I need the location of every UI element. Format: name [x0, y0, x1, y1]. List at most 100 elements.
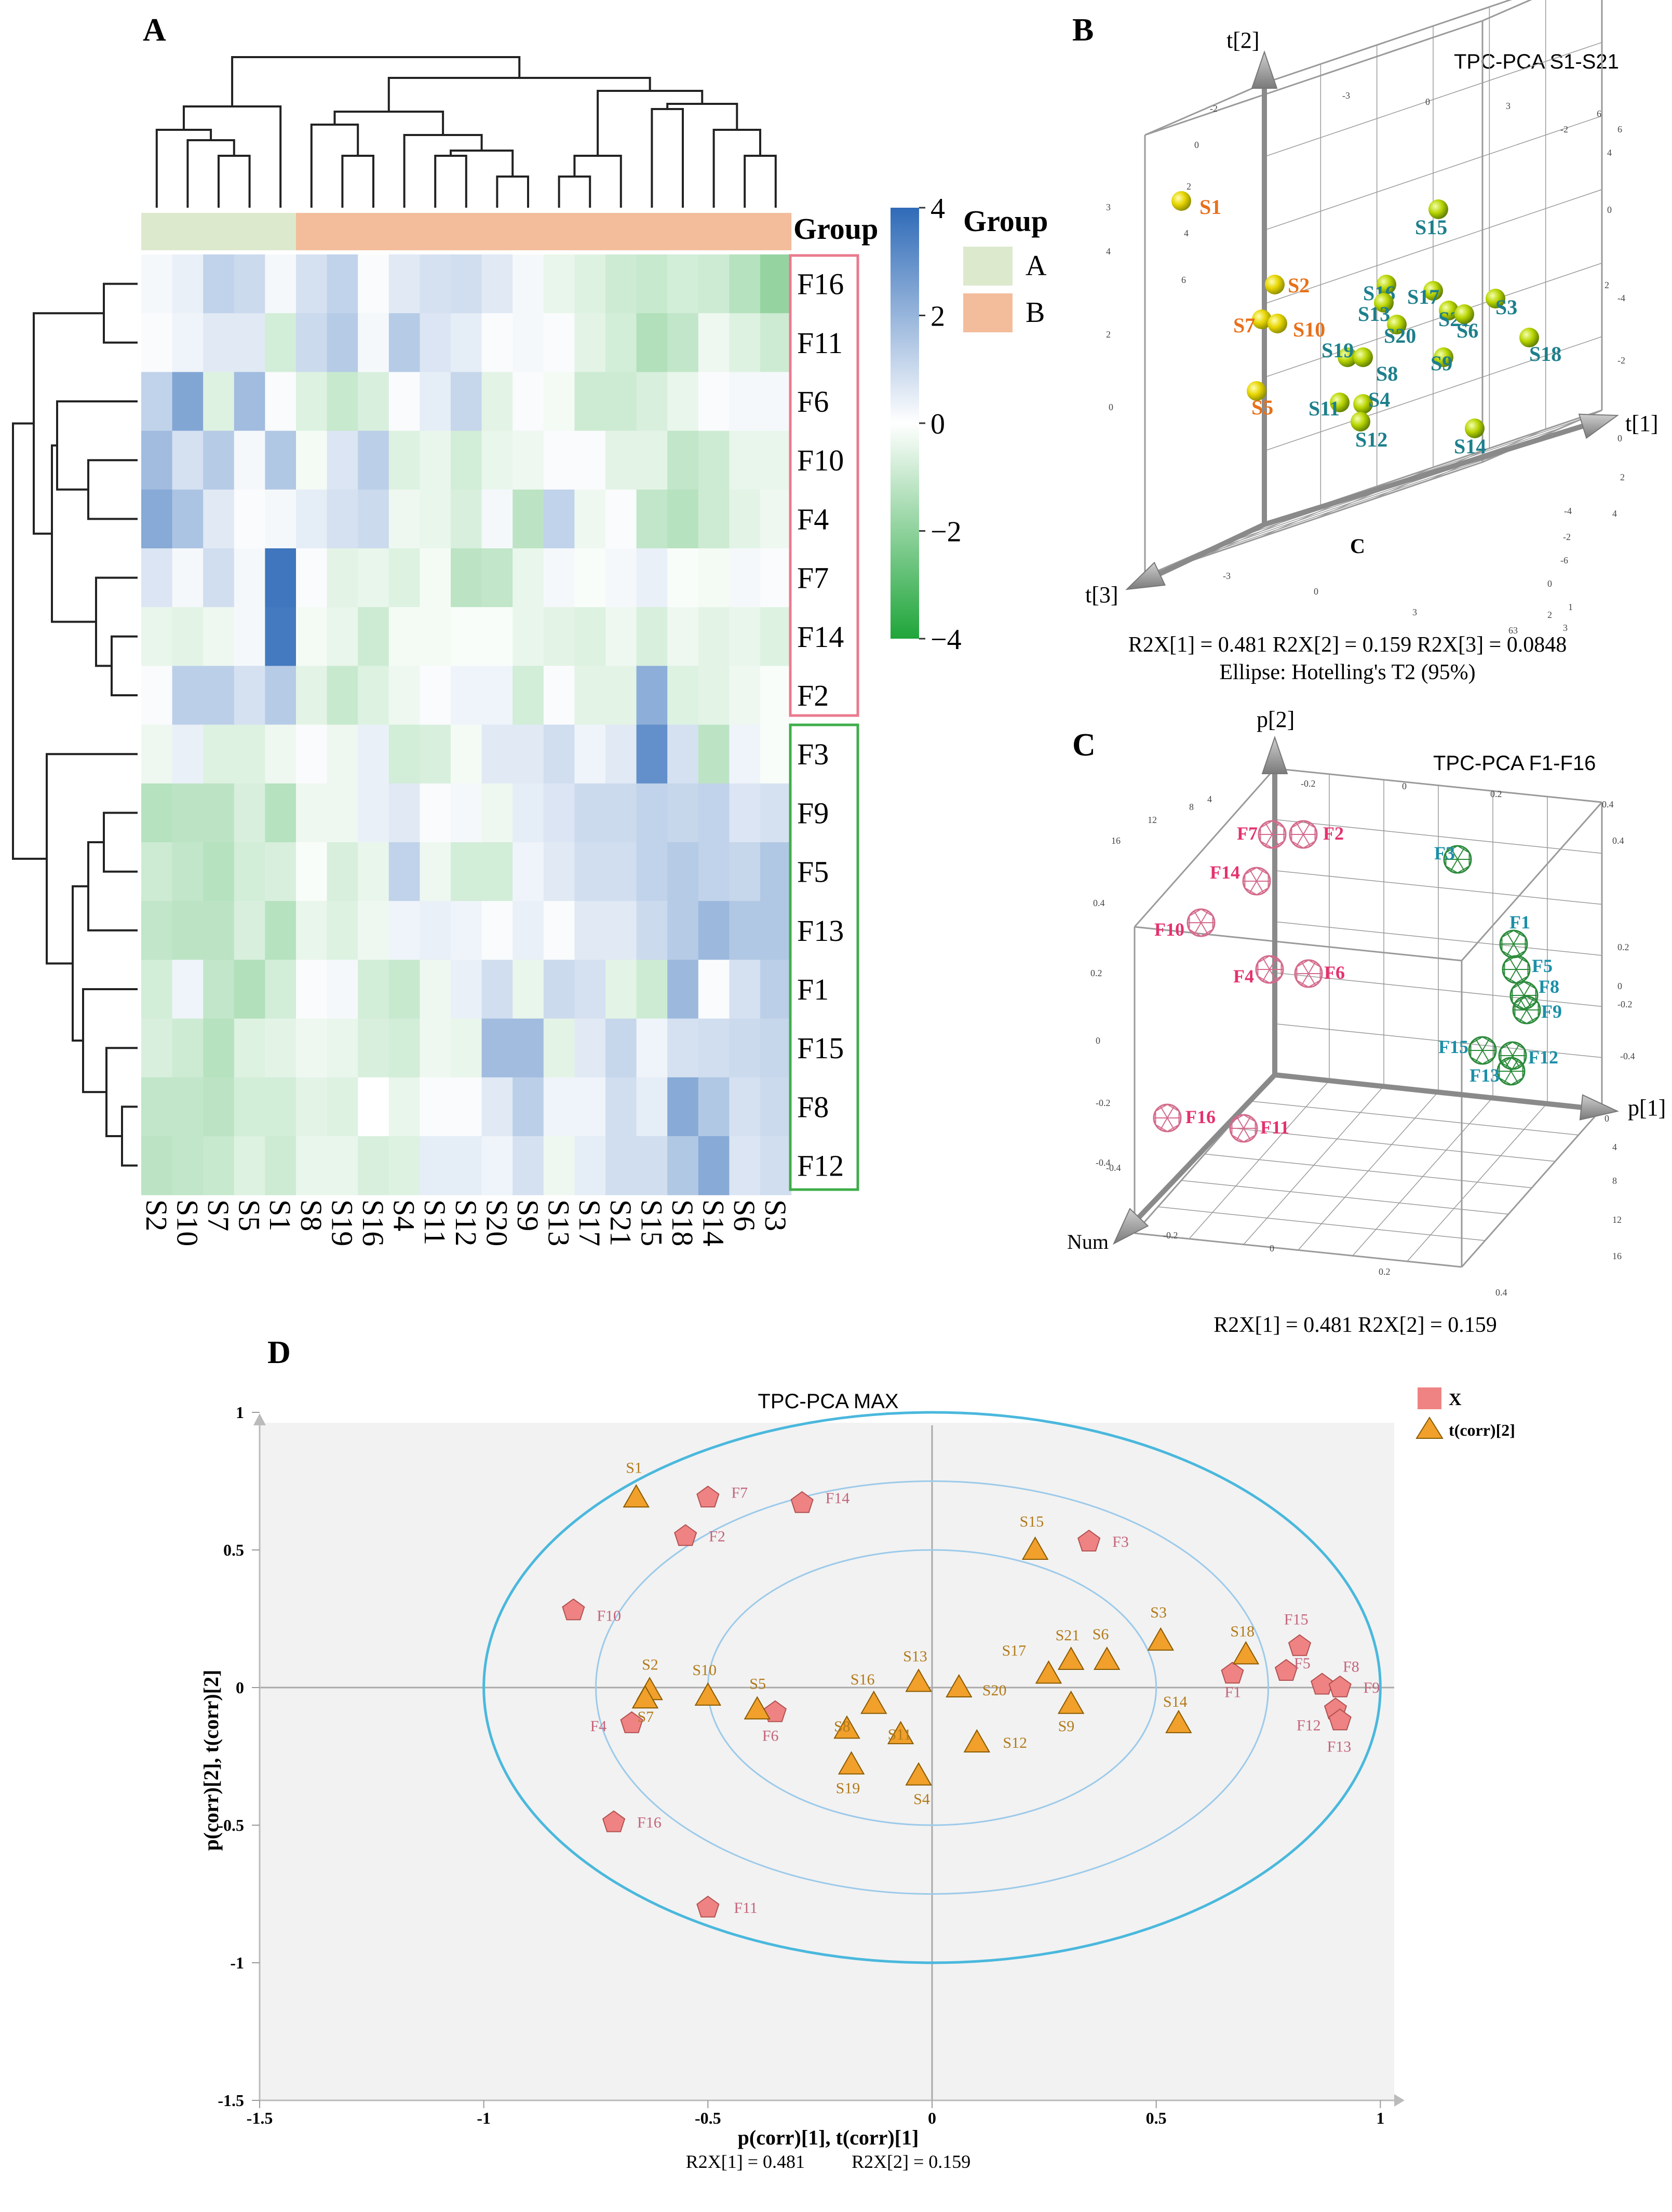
- group-cell-S14: [698, 213, 730, 250]
- heatmap-cell-F9-S10: [172, 783, 204, 843]
- heatmap-cell-F7-S18: [667, 548, 699, 608]
- heatmap-cell-F4-S19: [327, 489, 358, 549]
- scatter-b-tick-label: -3: [1342, 90, 1350, 101]
- heatmap-cell-F6-S19: [327, 372, 358, 431]
- scatter-b-tick-label: -2: [1563, 532, 1571, 542]
- heatmap-cell-F1-S8: [296, 960, 328, 1019]
- heatmap-cell-F10-S15: [636, 430, 668, 490]
- scatter-c-point-label-F12: F12: [1528, 1047, 1558, 1068]
- scatter-b-tick-label: 0: [1607, 205, 1612, 215]
- heatmap-cell-F4-S15: [636, 489, 668, 549]
- scatter-c-point-F9-facets: [1514, 995, 1539, 1024]
- scatter-b-point-S7: [1252, 309, 1272, 329]
- heatmap-cell-F3-S17: [574, 724, 606, 784]
- heatmap-cell-F3-S11: [420, 724, 451, 784]
- point-S14: [1165, 1709, 1192, 1733]
- point-F13: [1328, 1708, 1352, 1731]
- heatmap-cell-F7-S16: [358, 548, 389, 608]
- point-S17: [1035, 1660, 1062, 1684]
- scatter-c-point-F2-facets: [1291, 820, 1316, 849]
- heatmap-cell-F10-S9: [513, 430, 544, 490]
- heatmap-cell-F14-S10: [172, 607, 204, 666]
- heatmap-cell-F5-S5: [234, 842, 265, 901]
- heatmap-cell-F7-S19: [327, 548, 358, 608]
- scatter-c-point-F4-facets: [1257, 955, 1282, 984]
- heatmap-cell-F5-S20: [481, 842, 513, 901]
- point-label-F15: F15: [1284, 1611, 1309, 1628]
- point-F5: [1274, 1658, 1298, 1681]
- heatmap-cell-F8-S3: [760, 1077, 792, 1137]
- scatter-b-point-label-S4: S4: [1368, 388, 1390, 411]
- point-label-F14: F14: [826, 1490, 850, 1507]
- sample-label-S11: S11: [418, 1199, 452, 1245]
- group-cell-S16: [358, 213, 389, 250]
- heatmap-cell-F9-S20: [481, 783, 513, 843]
- point-label-S1: S1: [626, 1459, 642, 1476]
- heatmap-cell-F2-S18: [667, 666, 699, 725]
- point-S1: [623, 1484, 650, 1508]
- point-label-S10: S10: [692, 1662, 717, 1679]
- colorbar-tick-label: 0: [931, 408, 945, 440]
- sample-label-S2: S2: [140, 1199, 173, 1231]
- heatmap-cell-F13-S19: [327, 901, 358, 960]
- heatmap-cell-F10-S11: [420, 430, 451, 490]
- heatmap-cell-F1-S2: [141, 960, 173, 1019]
- scatter-c-tick-label: 0: [1617, 981, 1622, 991]
- axis-ticks: -1.5 -1 -0.5 0 0.5 1 1 0.5 0 -0.5 -1 -1.5: [218, 1403, 1384, 2127]
- scatter-c-axis-num: Num: [1067, 1230, 1109, 1253]
- heatmap-cell-F13-S11: [420, 901, 451, 960]
- scatter-c-tick-label: 0.4: [1602, 799, 1614, 810]
- scatter-c-point-F10-facets: [1189, 908, 1213, 937]
- heatmap-cell-F5-S1: [265, 842, 296, 901]
- heatmap-cell-F16-S19: [327, 254, 358, 314]
- heatmap-cell-F5-S19: [327, 842, 358, 901]
- scatter-c-point-label-F8: F8: [1539, 976, 1559, 997]
- scatter-b-tick-label: 6: [1617, 124, 1622, 134]
- heatmap-cell-F3-S12: [451, 724, 482, 784]
- heatmap-cell-F5-S15: [636, 842, 668, 901]
- scatter-b-tick-label: 0: [1194, 140, 1199, 150]
- heatmap-cell-F15-S10: [172, 1018, 204, 1078]
- scatter-c-point-label-F1: F1: [1509, 912, 1530, 933]
- heatmap-cell-F1-S4: [388, 960, 420, 1019]
- sample-label-S20: S20: [480, 1199, 514, 1246]
- heatmap-cell-F8-S21: [605, 1077, 637, 1137]
- heatmap-cell-F7-S14: [698, 548, 730, 608]
- heatmap-cell-F3-S2: [141, 724, 173, 784]
- heatmap-cell-F2-S15: [636, 666, 668, 725]
- heatmap-cell-F12-S11: [420, 1136, 451, 1195]
- heatmap-cell-F15-S1: [265, 1018, 296, 1078]
- heatmap-cell-F9-S5: [234, 783, 265, 843]
- scatter-c-arrow-num-head: [1112, 1208, 1149, 1245]
- column-dendrogram-link: [186, 139, 235, 208]
- heatmap-cell-F11-S6: [729, 313, 761, 372]
- row-dendrogram-link: [46, 753, 138, 965]
- feature-label-F6: F6: [797, 385, 829, 419]
- heatmap-cell-F15-S8: [296, 1018, 328, 1078]
- point-label-S9: S9: [1058, 1718, 1075, 1735]
- sample-label-S21: S21: [604, 1199, 638, 1246]
- heatmap-cell-F12-S4: [388, 1136, 420, 1195]
- scatter-b-tick-label: 0: [1109, 402, 1113, 412]
- row-dendrogram-link: [111, 635, 138, 696]
- heatmap-cell-F6-S9: [513, 372, 544, 431]
- heatmap-cell-F13-S13: [543, 901, 575, 960]
- ellipse-1: [595, 1480, 1269, 1895]
- group-cell-S10: [172, 213, 204, 250]
- heatmap-cell-F5-S6: [729, 842, 761, 901]
- scatter-b-axis-t3: t[3]: [1085, 582, 1118, 608]
- heatmap-cell-F3-S4: [388, 724, 420, 784]
- group-legend-label-a: A: [1026, 250, 1047, 282]
- point-S12: [963, 1729, 991, 1752]
- heatmap-cell-F4-S1: [265, 489, 296, 549]
- heatmap-cell-F4-S8: [296, 489, 328, 549]
- heatmap-cell-F3-S16: [358, 724, 389, 784]
- heatmap-cell-F15-S16: [358, 1018, 389, 1078]
- heatmap-cell-F4-S12: [451, 489, 482, 549]
- heatmap-cell-F5-S13: [543, 842, 575, 901]
- heatmap-cell-F4-S6: [729, 489, 761, 549]
- group-cell-S8: [296, 213, 328, 250]
- column-dendrogram-link: [712, 129, 761, 208]
- heatmap-cell-F13-S14: [698, 901, 730, 960]
- column-dendrogram-link: [496, 176, 529, 208]
